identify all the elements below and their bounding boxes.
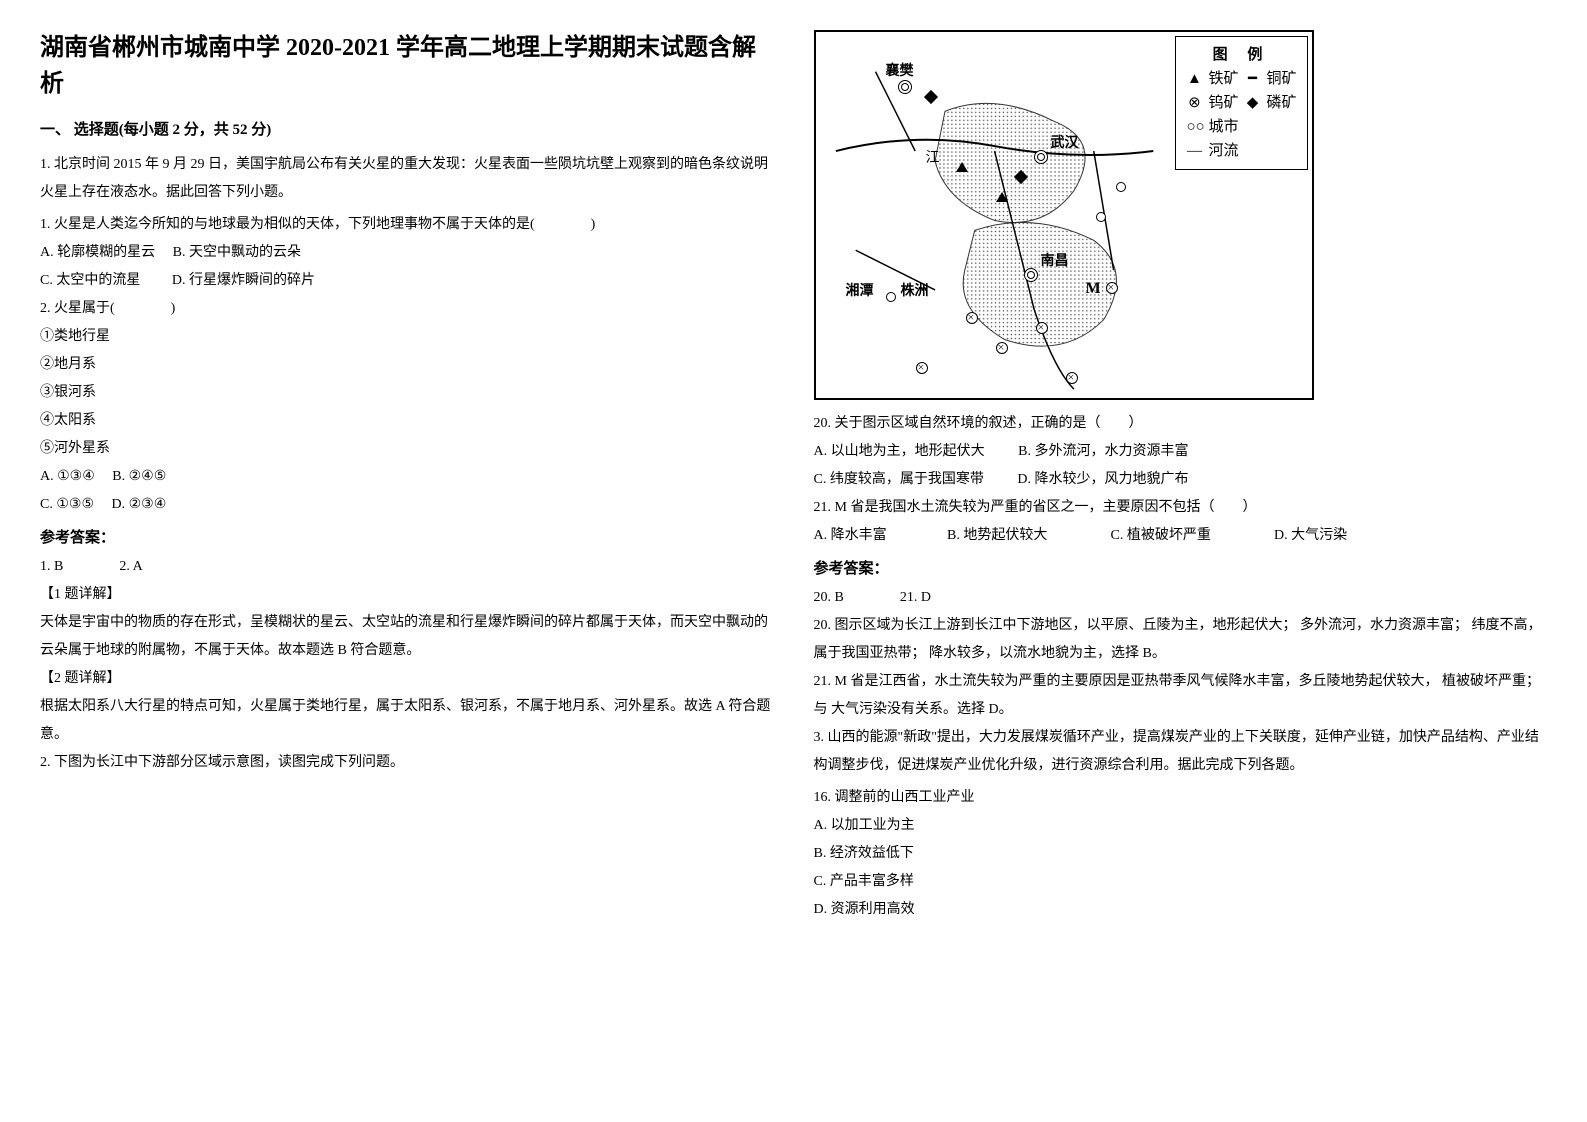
q1-2-item-3: ④太阳系 [40,407,774,435]
q1-2-opts-row2: C. ①③⑤ D. ②③④ [40,491,774,519]
iron-marker [996,192,1008,202]
tungsten-marker [996,342,1008,354]
exp20: 20. 图示区域为长江上游到长江中下游地区，以平原、丘陵为主，地形起伏大； 多外… [814,612,1548,668]
city-small-marker [1116,182,1126,192]
tungsten-marker [916,362,928,374]
tungsten-marker [966,312,978,324]
city-zhuzhou: 株洲 [901,280,929,300]
q16-opt-a: A. 以加工业为主 [814,812,1548,840]
answer-heading-2: 参考答案： [814,554,1548,584]
q21-opt-a: A. 降水丰富 [814,522,944,550]
q1-2-opts-row1: A. ①③④ B. ②④⑤ [40,463,774,491]
city-nanchang: 南昌 [1041,250,1069,270]
q20-opts-row2: C. 纬度较高，属于我国寒带 D. 降水较少，风力地貌广布 [814,466,1548,494]
q21-opts: A. 降水丰富 B. 地势起伏较大 C. 植被破坏严重 D. 大气污染 [814,522,1548,550]
q3-intro: 3. 山西的能源"新政"提出，大力发展煤炭循环产业，提高煤炭产业的上下关联度，延… [814,724,1548,780]
city-small-marker [886,292,896,302]
section-heading: 一、 选择题(每小题 2 分，共 52 分) [40,118,774,139]
exp1-text: 天体是宇宙中的物质的存在形式，呈模糊状的星云、太空站的流星和行星爆炸瞬间的碎片都… [40,609,774,665]
q1-1-opts-row1: A. 轮廓模糊的星云 B. 天空中飘动的云朵 [40,239,774,267]
m-label: M [1086,280,1101,298]
exp2-heading: 【2 题详解】 [40,665,774,693]
q21-opt-c: C. 植被破坏严重 [1111,522,1271,550]
exam-title: 湖南省郴州市城南中学 2020-2021 学年高二地理上学期期末试题含解析 [40,30,774,102]
q16-opt-c: C. 产品丰富多样 [814,868,1548,896]
map-figure: 图 例 ▲ 铁矿 ━ 铜矿 ⊗ 钨矿 ◆ 磷矿 ○○ 城市 — 河流 [814,30,1314,400]
q21: 21. M 省是我国水土流失较为严重的省区之一，主要原因不包括（ ） [814,494,1548,522]
q1-2: 2. 火星属于( ) [40,295,774,323]
tungsten-marker [1106,282,1118,294]
tungsten-marker [1036,322,1048,334]
q16-opt-d: D. 资源利用高效 [814,896,1548,924]
exp21: 21. M 省是江西省，水土流失较为严重的主要原因是亚热带季风气候降水丰富，多丘… [814,668,1548,724]
q20-opt-a: A. 以山地为主，地形起伏大 [814,438,985,466]
city-xiangfan: 襄樊 [886,60,914,80]
q20-opt-d: D. 降水较少，风力地貌广布 [1017,472,1188,487]
q21-opt-b: B. 地势起伏较大 [947,522,1107,550]
q20: 20. 关于图示区域自然环境的叙述，正确的是（ ） [814,410,1548,438]
q2-intro: 2. 下图为长江中下游部分区域示意图，读图完成下列问题。 [40,749,774,777]
left-column: 湖南省郴州市城南中学 2020-2021 学年高二地理上学期期末试题含解析 一、… [40,30,774,1092]
map-svg [816,32,1312,399]
river-jiang: 江 [926,147,940,167]
q1-1-opts-row2: C. 太空中的流星 D. 行星爆炸瞬间的碎片 [40,267,774,295]
right-column: 图 例 ▲ 铁矿 ━ 铜矿 ⊗ 钨矿 ◆ 磷矿 ○○ 城市 — 河流 [814,30,1548,1092]
exp1-heading: 【1 题详解】 [40,581,774,609]
q21-opt-d: D. 大气污染 [1274,522,1347,550]
city-wuhan: 武汉 [1051,132,1079,152]
iron-marker [956,162,968,172]
q1-answers: 1. B 2. A [40,553,774,581]
q1-2-item-2: ③银河系 [40,379,774,407]
q1-intro: 1. 北京时间 2015 年 9 月 29 日，美国宇航局公布有关火星的重大发现… [40,151,774,207]
city-marker [1024,268,1038,282]
q1-2-item-1: ②地月系 [40,351,774,379]
q1-2-item-0: ①类地行星 [40,323,774,351]
q20-opts-row1: A. 以山地为主，地形起伏大 B. 多外流河，水力资源丰富 [814,438,1548,466]
tungsten-marker [1066,372,1078,384]
q20-opt-b: B. 多外流河，水力资源丰富 [1018,444,1188,459]
city-marker [1034,150,1048,164]
q16: 16. 调整前的山西工业产业 [814,784,1548,812]
q1-2-item-4: ⑤河外星系 [40,435,774,463]
q16-opt-b: B. 经济效益低下 [814,840,1548,868]
answer-heading-1: 参考答案： [40,523,774,553]
answers-2021: 20. B 21. D [814,584,1548,612]
city-marker [898,80,912,94]
q20-opt-c: C. 纬度较高，属于我国寒带 [814,466,984,494]
exp2-text: 根据太阳系八大行星的特点可知，火星属于类地行星，属于太阳系、银河系，不属于地月系… [40,693,774,749]
city-small-marker [1096,212,1106,222]
q1-1: 1. 火星是人类迄今所知的与地球最为相似的天体，下列地理事物不属于天体的是( ) [40,211,774,239]
city-xiangtan: 湘潭 [846,280,874,300]
